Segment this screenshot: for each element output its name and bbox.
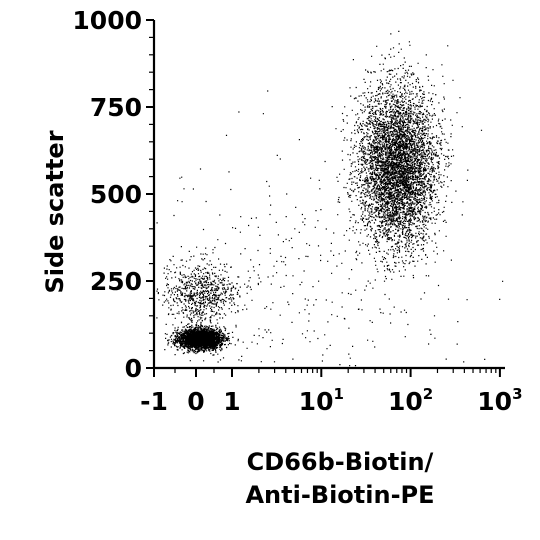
y-axis-title: Side scatter: [41, 130, 69, 293]
x-tick-label: 1: [223, 387, 240, 416]
y-tick-label: 0: [125, 354, 142, 383]
x-tick-label: 103: [477, 385, 522, 416]
x-tick-label: 101: [299, 385, 344, 416]
x-axis-title-line-2: Anti-Biotin-PE: [245, 481, 434, 509]
x-tick-label: 102: [388, 385, 433, 416]
y-tick-label: 250: [90, 267, 142, 296]
x-tick-label: -1: [140, 387, 168, 416]
y-axis-ticks: 0 250 500 750 1000: [72, 6, 154, 383]
y-tick-label: 1000: [72, 6, 142, 35]
scatter-points: [156, 30, 504, 367]
y-tick-label: 500: [90, 180, 142, 209]
x-axis-title-line-1: CD66b-Biotin/: [247, 448, 434, 476]
x-tick-label: 0: [187, 387, 204, 416]
x-axis-ticks: -1 0 1 101 102 103: [140, 368, 523, 416]
axes: [152, 20, 505, 370]
y-tick-label: 750: [90, 93, 142, 122]
scatter-point-cloud: [156, 30, 504, 367]
